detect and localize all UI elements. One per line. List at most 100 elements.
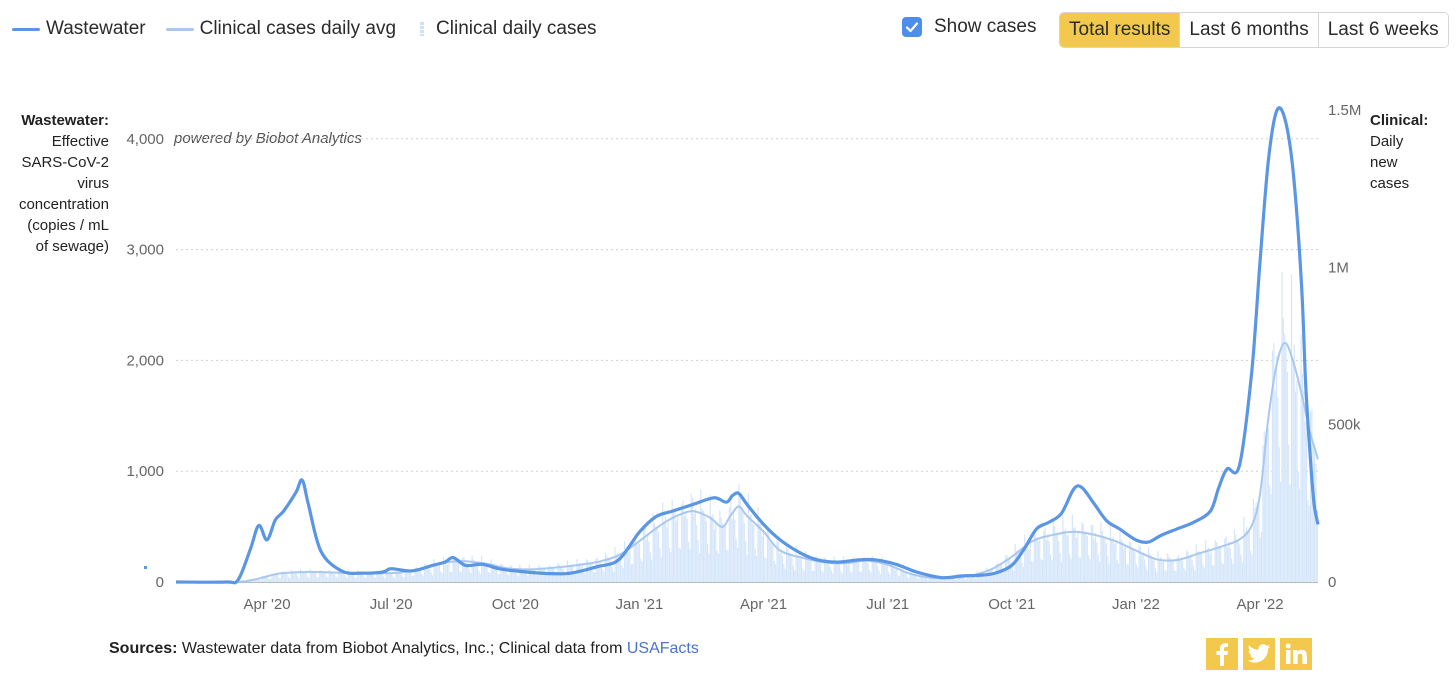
clinical-daily-bar (868, 569, 871, 582)
clinical-daily-bar (783, 563, 785, 582)
clinical-daily-bar (1128, 541, 1131, 582)
clinical-daily-bar (742, 509, 744, 582)
clinical-daily-bar (410, 570, 412, 582)
clinical-daily-bar (505, 568, 507, 582)
clinical-daily-bar (359, 572, 362, 582)
show-cases-checkbox[interactable] (902, 17, 922, 37)
y-left-tick-label: 0 (156, 574, 164, 591)
clinical-daily-bar (598, 563, 600, 582)
clinical-daily-bar (427, 566, 430, 582)
y-right-tick-label: 500k (1328, 417, 1361, 434)
clinical-daily-bar (841, 573, 843, 582)
clinical-daily-bar (1108, 564, 1110, 582)
clinical-daily-bar (769, 538, 771, 582)
clinical-daily-bar (267, 576, 269, 582)
clinical-daily-bar (1292, 362, 1294, 582)
clinical-daily-bar (393, 577, 396, 582)
clinical-daily-bar (913, 574, 916, 582)
clinical-daily-bar (961, 576, 963, 582)
clinical-daily-bar (378, 573, 381, 582)
clinical-daily-bar (342, 572, 344, 582)
clinical-daily-bar (1115, 542, 1117, 582)
clinical-daily-bar (602, 569, 604, 582)
clinical-daily-bar (645, 539, 647, 582)
clinical-daily-bar (817, 561, 819, 582)
clinical-daily-bar (498, 574, 500, 582)
clinical-daily-bar (981, 572, 984, 582)
range-button-last-6-months[interactable]: Last 6 months (1180, 13, 1319, 47)
clinical-daily-bar (1120, 539, 1122, 582)
clinical-daily-bar (249, 580, 251, 582)
twitter-share-button[interactable] (1243, 638, 1275, 670)
clinical-daily-bar (261, 576, 264, 582)
clinical-daily-bar (1033, 529, 1035, 582)
facebook-share-button[interactable] (1206, 638, 1238, 670)
usafacts-link[interactable]: USAFacts (626, 640, 699, 657)
clinical-daily-bar (693, 514, 695, 582)
clinical-daily-bar (792, 565, 794, 582)
clinical-daily-bar (504, 567, 506, 582)
clinical-daily-bar (1070, 559, 1072, 582)
clinical-daily-bar (308, 577, 310, 582)
clinical-daily-bar (429, 568, 431, 582)
clinical-daily-bar (1052, 520, 1054, 582)
range-button-total-results[interactable]: Total results (1060, 13, 1181, 47)
clinical-daily-bar (402, 576, 404, 582)
clinical-daily-bar (917, 578, 920, 582)
clinical-daily-bar (964, 578, 966, 582)
clinical-daily-bar (395, 569, 397, 582)
clinical-daily-bar (882, 562, 884, 582)
clinical-daily-bar (1289, 484, 1291, 582)
clinical-daily-bar (1020, 552, 1022, 582)
clinical-daily-bar (591, 563, 593, 582)
clinical-daily-bar (1126, 564, 1128, 582)
clinical-daily-bar (470, 572, 472, 582)
range-button-last-6-weeks[interactable]: Last 6 weeks (1318, 13, 1448, 47)
clinical-daily-bar (500, 564, 502, 582)
clinical-daily-bar (1010, 561, 1012, 582)
clinical-daily-bar (1066, 535, 1068, 582)
clinical-daily-bar (1220, 547, 1222, 582)
clinical-daily-bar (525, 574, 528, 582)
clinical-daily-bar (456, 561, 458, 582)
clinical-daily-bar (351, 573, 353, 582)
clinical-daily-bar (675, 520, 677, 582)
clinical-daily-bar (513, 568, 515, 582)
show-cases-toggle[interactable]: Show cases (902, 16, 1036, 38)
clinical-daily-bar (1018, 551, 1020, 582)
clinical-daily-bar (546, 575, 548, 582)
clinical-daily-bar (657, 532, 660, 582)
clinical-daily-bar (956, 579, 958, 582)
clinical-daily-bar (724, 524, 726, 582)
legend-item-clinical-avg[interactable]: Clinical cases daily avg (165, 18, 396, 40)
clinical-daily-bar (1290, 274, 1293, 582)
clinical-daily-bar (362, 573, 364, 582)
clinical-daily-bar (804, 551, 807, 582)
legend-item-clinical-daily[interactable]: Clinical daily cases (416, 18, 597, 40)
clinical-daily-bar (321, 572, 323, 582)
clinical-daily-bar (562, 569, 564, 582)
clinical-daily-bar (1037, 540, 1039, 582)
clinical-daily-bar (972, 575, 974, 582)
clinical-daily-bar (486, 564, 488, 582)
legend-item-wastewater[interactable]: Wastewater (12, 18, 146, 40)
clinical-daily-bar (515, 571, 517, 582)
clinical-daily-bar (400, 572, 402, 582)
clinical-daily-bar (741, 510, 743, 582)
linkedin-icon (1285, 643, 1307, 664)
clinical-daily-bar (1077, 532, 1079, 582)
clinical-daily-bar (1281, 271, 1283, 582)
clinical-daily-bar (715, 522, 717, 582)
clinical-daily-bar (1288, 444, 1290, 582)
clinical-daily-bar (924, 577, 926, 582)
clinical-daily-bar (721, 523, 724, 582)
twitter-icon (1247, 644, 1270, 663)
linkedin-share-button[interactable] (1280, 638, 1312, 670)
clinical-daily-bar (856, 562, 858, 582)
clinical-daily-bar (628, 551, 630, 582)
clinical-daily-bar (706, 543, 709, 582)
clinical-daily-bar (755, 555, 758, 582)
clinical-daily-bar (535, 574, 537, 582)
clinical-daily-bar (1247, 533, 1249, 582)
clinical-daily-bar (950, 578, 952, 582)
